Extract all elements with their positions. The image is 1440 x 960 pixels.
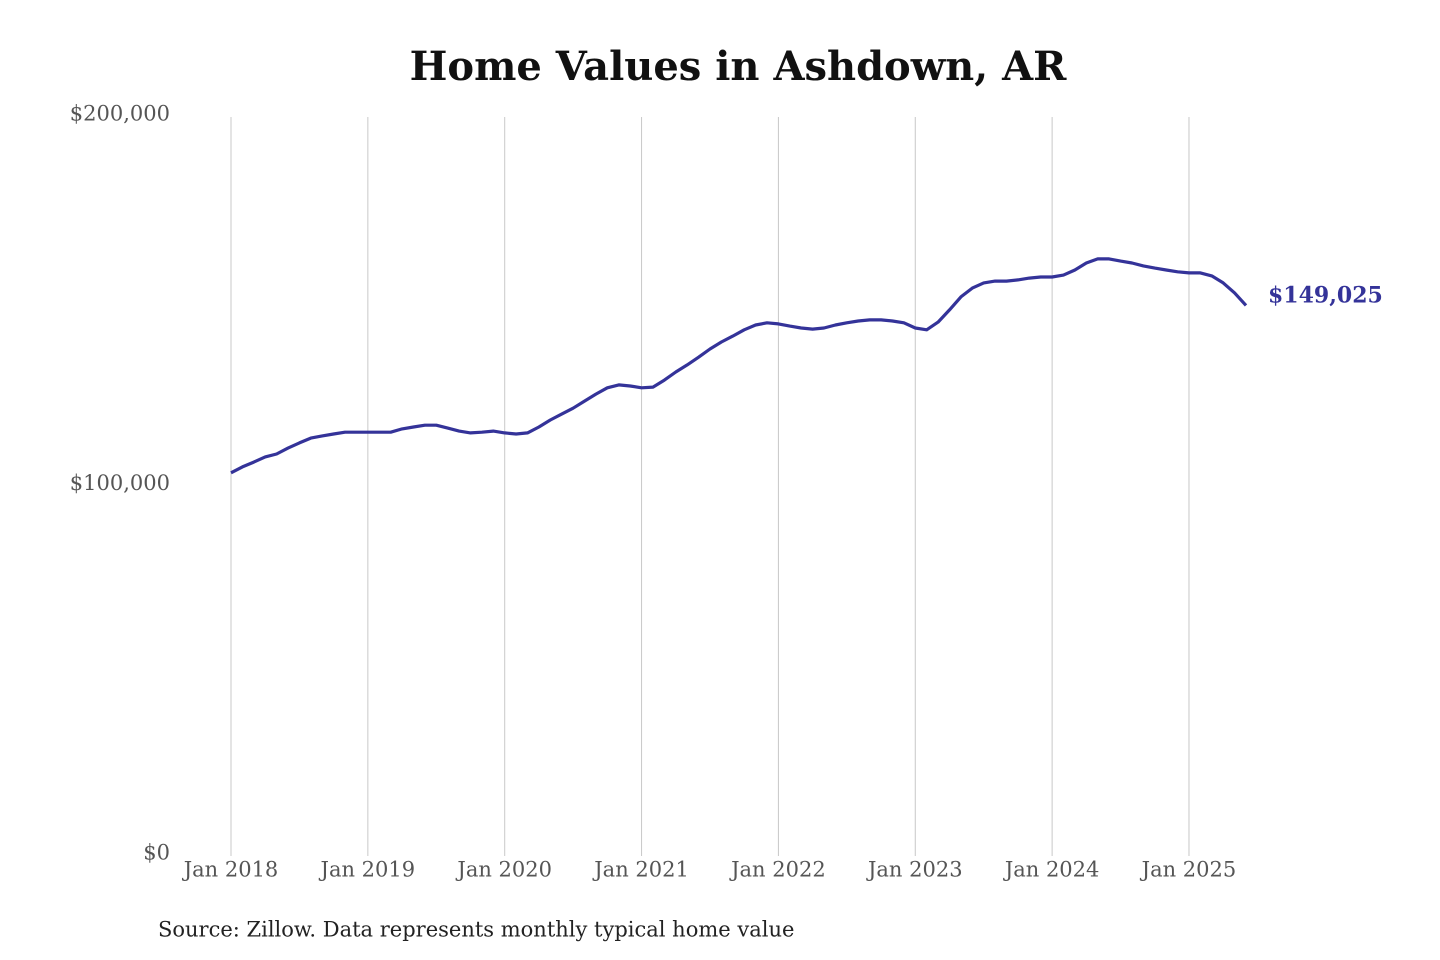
x-tick-label: Jan 2018 — [182, 858, 279, 882]
x-tick-label: Jan 2019 — [319, 858, 416, 882]
x-tick-label: Jan 2020 — [455, 858, 552, 882]
end-value-label: $149,025 — [1268, 282, 1383, 308]
x-tick-label: Jan 2023 — [866, 858, 963, 882]
y-tick-label: $0 — [143, 841, 170, 865]
y-tick-label: $100,000 — [70, 471, 170, 495]
x-tick-label: Jan 2025 — [1140, 858, 1237, 882]
chart-title: Home Values in Ashdown, AR — [410, 43, 1068, 90]
data-line — [230, 257, 1248, 475]
x-tick-label: Jan 2021 — [592, 858, 689, 882]
source-note: Source: Zillow. Data represents monthly … — [158, 918, 794, 942]
x-tick-label: Jan 2024 — [1003, 858, 1100, 882]
y-tick-label: $200,000 — [70, 102, 170, 126]
x-tick-label: Jan 2022 — [729, 858, 826, 882]
